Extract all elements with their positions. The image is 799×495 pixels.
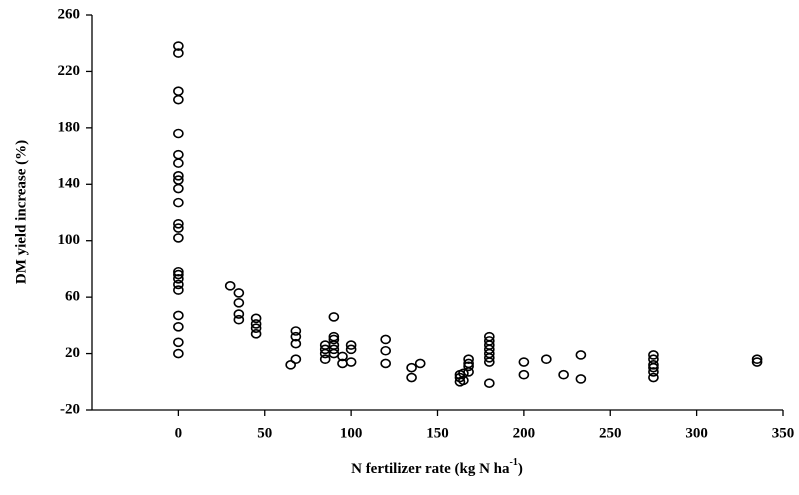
point — [518, 369, 530, 380]
x-tick-label: 0 — [175, 425, 183, 441]
y-tick-label: 260 — [58, 6, 81, 22]
point — [380, 345, 391, 356]
point — [173, 266, 184, 277]
point — [224, 281, 236, 291]
point — [173, 94, 184, 105]
point — [518, 357, 530, 367]
point — [173, 218, 184, 229]
point — [290, 354, 302, 365]
y-tick-label: 140 — [58, 176, 81, 192]
x-label-sup: -1 — [510, 457, 518, 468]
point — [484, 378, 495, 388]
point — [319, 354, 331, 365]
point — [233, 314, 245, 325]
point — [173, 48, 184, 58]
point — [173, 128, 184, 139]
point — [173, 337, 184, 348]
y-tick-label: -20 — [60, 401, 80, 417]
point — [233, 297, 245, 308]
point — [414, 358, 426, 369]
y-tick-label: 100 — [58, 232, 81, 248]
point — [173, 171, 184, 181]
point — [558, 369, 569, 380]
point — [648, 350, 659, 360]
point — [751, 357, 763, 367]
point — [290, 338, 302, 349]
y-tick-label: 220 — [58, 63, 81, 79]
x-tick-label: 350 — [772, 425, 795, 441]
point — [337, 351, 348, 362]
x-label-end: ) — [518, 461, 523, 477]
x-tick-label: 50 — [257, 425, 272, 441]
point — [173, 285, 184, 295]
point — [458, 368, 469, 379]
point — [484, 357, 495, 367]
point — [250, 319, 262, 329]
y-tick-label: 60 — [65, 289, 80, 305]
point — [648, 360, 659, 370]
point — [648, 362, 659, 373]
x-axis-label: N fertilizer rate (kg N ha-1) — [351, 457, 523, 477]
point — [173, 41, 184, 51]
point — [648, 372, 659, 383]
point — [541, 354, 552, 365]
point — [173, 233, 184, 243]
point — [285, 360, 296, 370]
x-label-text: N fertilizer rate (kg N ha — [351, 461, 510, 477]
point — [463, 354, 474, 365]
point — [250, 323, 262, 333]
point — [751, 354, 763, 365]
point — [173, 197, 184, 208]
point — [458, 375, 469, 386]
x-tick-label: 150 — [426, 425, 449, 441]
point — [173, 274, 184, 284]
point — [173, 158, 184, 168]
point — [380, 358, 391, 369]
x-tick-label: 250 — [599, 425, 622, 441]
point — [328, 334, 340, 345]
point — [575, 374, 587, 384]
point — [345, 340, 357, 350]
point — [463, 361, 474, 372]
point — [173, 86, 184, 96]
point — [406, 362, 417, 373]
point — [173, 183, 184, 194]
point — [173, 321, 184, 332]
point — [380, 334, 391, 345]
point — [575, 350, 587, 360]
point — [173, 149, 184, 160]
y-tick-label: 180 — [58, 119, 81, 135]
point — [463, 367, 474, 377]
point — [290, 326, 302, 336]
point — [173, 223, 184, 233]
point — [173, 310, 184, 321]
point — [250, 313, 262, 324]
x-tick-label: 300 — [685, 425, 708, 441]
point — [328, 344, 340, 355]
x-tick-label: 200 — [513, 425, 536, 441]
point — [173, 348, 184, 359]
point — [328, 312, 340, 322]
point — [173, 269, 184, 280]
point — [290, 331, 302, 342]
x-tick-label: 100 — [340, 425, 363, 441]
y-tick-label: 20 — [65, 345, 80, 361]
point — [173, 279, 184, 290]
point — [345, 357, 357, 367]
point — [648, 367, 659, 377]
point — [250, 329, 262, 339]
point — [233, 288, 245, 298]
y-axis-label: DM yield increase (%) — [13, 140, 29, 284]
point — [345, 344, 357, 355]
point — [484, 353, 495, 363]
point — [406, 372, 417, 383]
point — [233, 309, 245, 319]
